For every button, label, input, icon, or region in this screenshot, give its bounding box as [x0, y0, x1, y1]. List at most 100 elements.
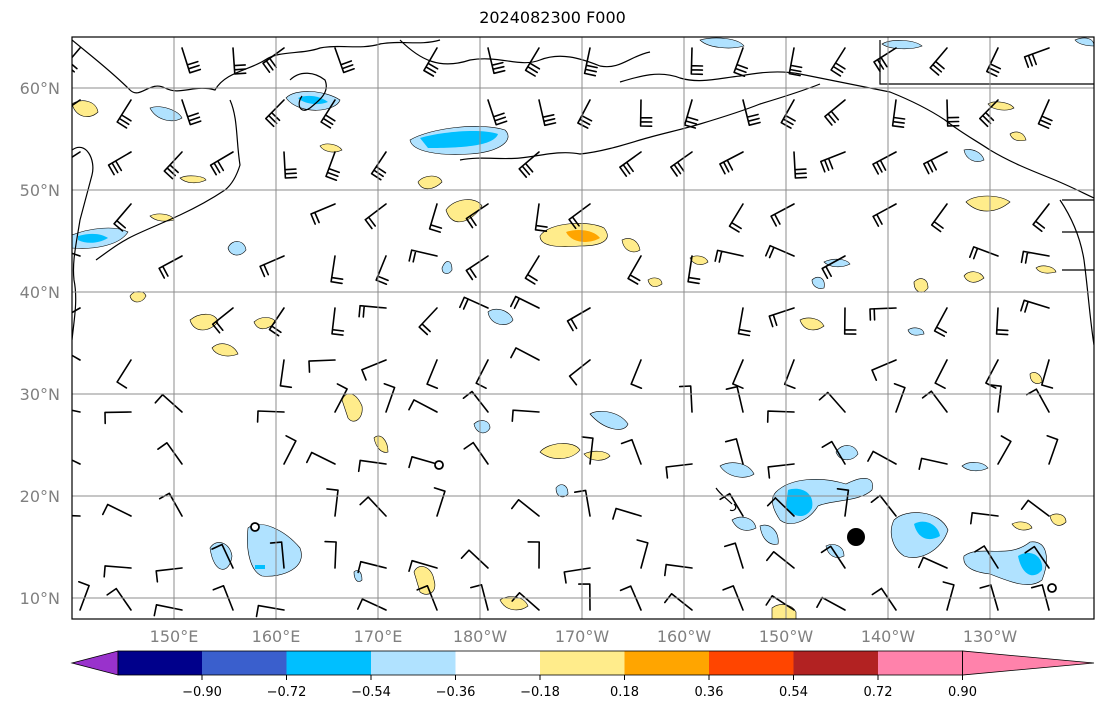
- wind-barb: [232, 47, 247, 75]
- wind-barb: [209, 151, 234, 176]
- wind-barb: [630, 359, 643, 389]
- wind-barb: [665, 463, 693, 479]
- wind-barb: [714, 249, 744, 263]
- wind-barb: [107, 151, 132, 176]
- coastline: [619, 71, 1094, 199]
- wind-barb: [102, 503, 132, 517]
- wind-barb: [518, 151, 540, 178]
- neg-area: [731, 516, 757, 531]
- wind-barb: [767, 463, 795, 479]
- wind-barb: [527, 541, 540, 569]
- wind-barb: [574, 489, 591, 517]
- wind-barb: [678, 385, 693, 413]
- station-marker-filled: [847, 528, 865, 546]
- wind-barb: [428, 203, 443, 233]
- plot-frame: [71, 36, 1095, 620]
- neg-area: [441, 261, 453, 274]
- wind-barb: [331, 307, 345, 336]
- wind-barb: [918, 556, 948, 569]
- colorbar-tick-label: 0.54: [779, 685, 808, 700]
- wind-barb: [325, 151, 340, 181]
- colorbar-extend-low: [70, 650, 119, 676]
- wind-barb: [104, 411, 132, 425]
- neg-core: [420, 131, 498, 148]
- wind-barb: [283, 151, 298, 179]
- wind-barb: [923, 151, 948, 175]
- wind-barb: [158, 255, 183, 279]
- wind-barb: [636, 539, 649, 569]
- wind-barb: [72, 409, 81, 413]
- coastline: [289, 72, 327, 111]
- neg-area: [1074, 37, 1094, 47]
- wind-barb: [310, 203, 336, 225]
- wind-barb: [256, 410, 285, 423]
- coastline: [95, 189, 226, 261]
- wind-barb: [255, 604, 285, 618]
- wind-barb: [719, 151, 744, 175]
- lon-label: 130°W: [963, 627, 1018, 646]
- wind-barb: [358, 304, 387, 318]
- neg-area: [589, 411, 629, 430]
- wind-barb: [830, 47, 846, 77]
- lat-label: 50°N: [20, 181, 60, 200]
- wind-barb: [72, 514, 81, 517]
- pos-area: [539, 443, 581, 459]
- wind-barb: [821, 440, 846, 465]
- colorbar-segment: [455, 651, 540, 675]
- neg-area: [891, 512, 949, 558]
- wind-barb: [465, 203, 489, 229]
- neg-area: [353, 570, 363, 582]
- wind-barb: [568, 203, 591, 230]
- wind-barb: [670, 151, 693, 177]
- wind-barb: [742, 99, 761, 126]
- wind-barb: [181, 47, 202, 74]
- wind-barb: [921, 390, 948, 413]
- wind-barb: [259, 255, 285, 278]
- colorbar-segment: [709, 651, 794, 675]
- pos-area: [913, 278, 929, 293]
- wind-barb: [357, 598, 387, 611]
- wind-barb: [357, 560, 387, 574]
- wind-barb: [933, 307, 948, 337]
- wind-barb: [463, 441, 489, 465]
- lon-label: 160°E: [252, 627, 301, 646]
- wind-barb: [1020, 250, 1050, 264]
- neg-core: [1018, 552, 1043, 576]
- pos-area: [1011, 521, 1033, 531]
- neg-area: [811, 276, 825, 289]
- coastline: [399, 39, 651, 68]
- wind-barb: [487, 47, 506, 75]
- wind-barb: [320, 99, 336, 129]
- wind-barb: [793, 151, 808, 179]
- wind-barb: [986, 47, 1002, 77]
- wind-barb: [942, 581, 955, 611]
- wind-barb: [524, 47, 541, 77]
- wind-barb: [732, 359, 744, 389]
- wind-barb: [1041, 359, 1054, 389]
- station-marker-open: [434, 460, 444, 470]
- neg-area: [907, 327, 925, 336]
- wind-barb: [1020, 299, 1050, 313]
- wind-barb: [989, 384, 1002, 413]
- wind-barb: [279, 359, 293, 389]
- neg-area: [487, 308, 514, 325]
- neg-area: [759, 524, 779, 545]
- wind-barb: [408, 249, 438, 263]
- wind-barb: [871, 587, 897, 611]
- wind-barb: [724, 438, 744, 465]
- wind-barb: [265, 99, 285, 128]
- wind-barbs: [72, 47, 1059, 618]
- wind-barb: [687, 255, 701, 285]
- colorbar-tick-label: 0.90: [948, 685, 977, 700]
- wind-barb: [408, 456, 438, 469]
- wind-barb: [1037, 99, 1053, 129]
- wind-barb: [408, 559, 438, 572]
- wind-barb: [359, 496, 387, 517]
- pos-area: [499, 596, 529, 611]
- neg-area: [881, 40, 923, 50]
- colorbar: −0.90 −0.72 −0.54 −0.36 −0.18 0.18 0.36 …: [70, 650, 1095, 700]
- wind-barb: [103, 565, 132, 578]
- wind-barb: [581, 436, 594, 465]
- wind-barb: [511, 409, 540, 422]
- pos-area: [1035, 265, 1057, 274]
